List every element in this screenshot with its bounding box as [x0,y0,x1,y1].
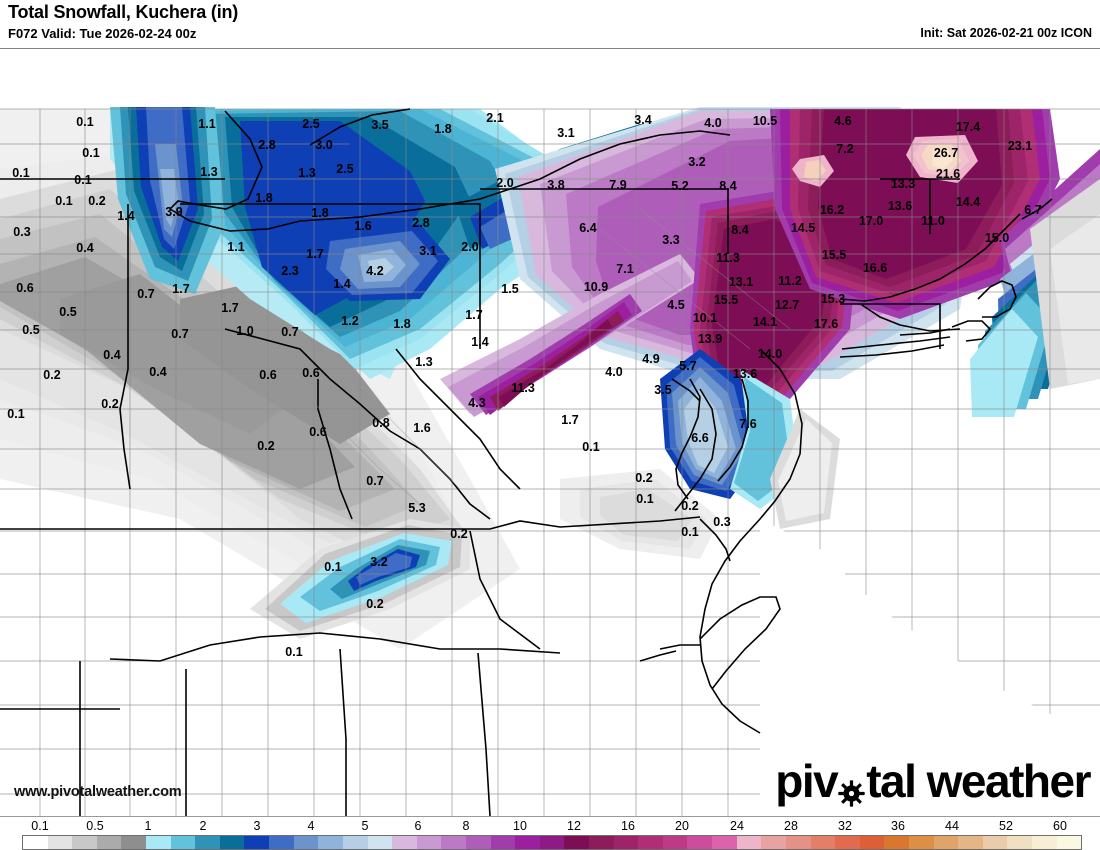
page-title: Total Snowfall, Kuchera (in) [8,2,239,22]
colorbar[interactable]: 0.1 0.5 1 2 3 4 5 6 8 10 12 16 20 24 28 32 36 44 52 60 [0,816,1100,850]
colorbar-tick: 6 [414,819,422,833]
colorbar-gradient[interactable] [22,835,1082,850]
colorbar-swatch[interactable] [908,836,934,849]
colorbar-tick: 28 [784,819,798,833]
colorbar-swatch[interactable] [785,836,811,849]
snowfall-contour-svg [0,49,1100,816]
colorbar-tick: 52 [999,819,1013,833]
colorbar-swatch[interactable] [933,836,959,849]
colorbar-swatch[interactable] [1031,836,1057,849]
colorbar-swatch[interactable] [761,836,786,849]
contour-core-newengland [770,109,1060,319]
colorbar-swatch[interactable] [392,836,417,849]
colorbar-swatch[interactable] [269,836,294,849]
colorbar-swatch[interactable] [23,836,48,849]
colorbar-swatch[interactable] [1007,836,1032,849]
colorbar-swatch[interactable] [662,836,688,849]
gear-icon [838,768,865,807]
pivotal-weather-logo: piv [775,755,1091,807]
state-boundaries [0,108,1053,816]
colorbar-swatch[interactable] [96,836,122,849]
colorbar-swatch[interactable] [195,836,220,849]
colorbar-swatch[interactable] [72,836,97,849]
colorbar-swatch[interactable] [170,836,196,849]
colorbar-swatch[interactable] [982,836,1008,849]
colorbar-tick: 36 [891,819,905,833]
colorbar-swatch[interactable] [318,836,343,849]
colorbar-tick: 3 [253,819,261,833]
colorbar-tick: 20 [675,819,689,833]
colorbar-tick: 16 [621,819,635,833]
colorbar-swatch[interactable] [736,836,762,849]
logo-text-part1: piv [775,755,838,807]
colorbar-tick: 5 [361,819,369,833]
contour-ribbon-appalachian [440,254,700,417]
colorbar-swatch[interactable] [1056,836,1082,849]
colorbar-tick: 24 [730,819,744,833]
contour-tail-carolina [560,469,720,559]
colorbar-tick: 60 [1053,819,1067,833]
colorbar-swatch[interactable] [146,836,171,849]
colorbar-swatch[interactable] [367,836,393,849]
colorbar-tick-labels: 0.1 0.5 1 2 3 4 5 6 8 10 12 16 20 24 28 32 36 44 52 60 [0,817,1100,835]
colorbar-tick: 0.1 [31,819,49,833]
colorbar-swatch[interactable] [884,836,909,849]
colorbar-tick: 12 [567,819,581,833]
colorbar-tick: 2 [199,819,207,833]
map-header: Total Snowfall, Kuchera (in) F072 Valid:… [0,0,1100,48]
colorbar-swatch[interactable] [589,836,614,849]
colorbar-tick: 4 [307,819,315,833]
forecast-valid-time: F072 Valid: Tue 2026-02-24 00z [8,26,197,41]
colorbar-swatch[interactable] [342,836,368,849]
colorbar-swatch[interactable] [835,836,860,849]
snowfall-contour-canvas[interactable] [0,49,1100,816]
colorbar-swatch[interactable] [293,836,319,849]
colorbar-swatch[interactable] [416,836,442,849]
colorbar-tick: 0.5 [86,819,104,833]
site-url-watermark: www.pivotalweather.com [14,784,182,800]
colorbar-tick: 10 [513,819,527,833]
colorbar-swatch[interactable] [564,836,590,849]
colorbar-tick: 8 [462,819,470,833]
colorbar-swatch[interactable] [121,836,147,849]
colorbar-swatch[interactable] [219,836,245,849]
colorbar-swatch[interactable] [638,836,663,849]
county-boundaries-detail [249,208,791,505]
colorbar-tick: 32 [838,819,852,833]
colorbar-swatch[interactable] [244,836,270,849]
colorbar-tick: 44 [945,819,959,833]
colorbar-swatch[interactable] [958,836,983,849]
colorbar-swatch[interactable] [712,836,737,849]
map-frame[interactable]: 0.1 0.1 0.1 0.1 0.1 0.2 0.3 0.4 1.4 3.9 1.1 1.3 1.8 2… [0,48,1100,816]
colorbar-swatch[interactable] [47,836,73,849]
colorbar-swatch[interactable] [859,836,885,849]
colorbar-swatch[interactable] [515,836,540,849]
colorbar-swatch[interactable] [465,836,491,849]
colorbar-tick: 1 [144,819,152,833]
model-init-info: Init: Sat 2026-02-21 00z ICON [920,26,1092,40]
colorbar-swatch[interactable] [539,836,565,849]
colorbar-swatch[interactable] [490,836,516,849]
ocean-area [760,519,1100,816]
colorbar-swatch[interactable] [441,836,466,849]
logo-text-part2: tal weather [866,755,1091,807]
colorbar-swatch[interactable] [810,836,836,849]
colorbar-swatch[interactable] [613,836,639,849]
colorbar-swatch[interactable] [687,836,713,849]
contour-core-midwest [110,107,225,294]
